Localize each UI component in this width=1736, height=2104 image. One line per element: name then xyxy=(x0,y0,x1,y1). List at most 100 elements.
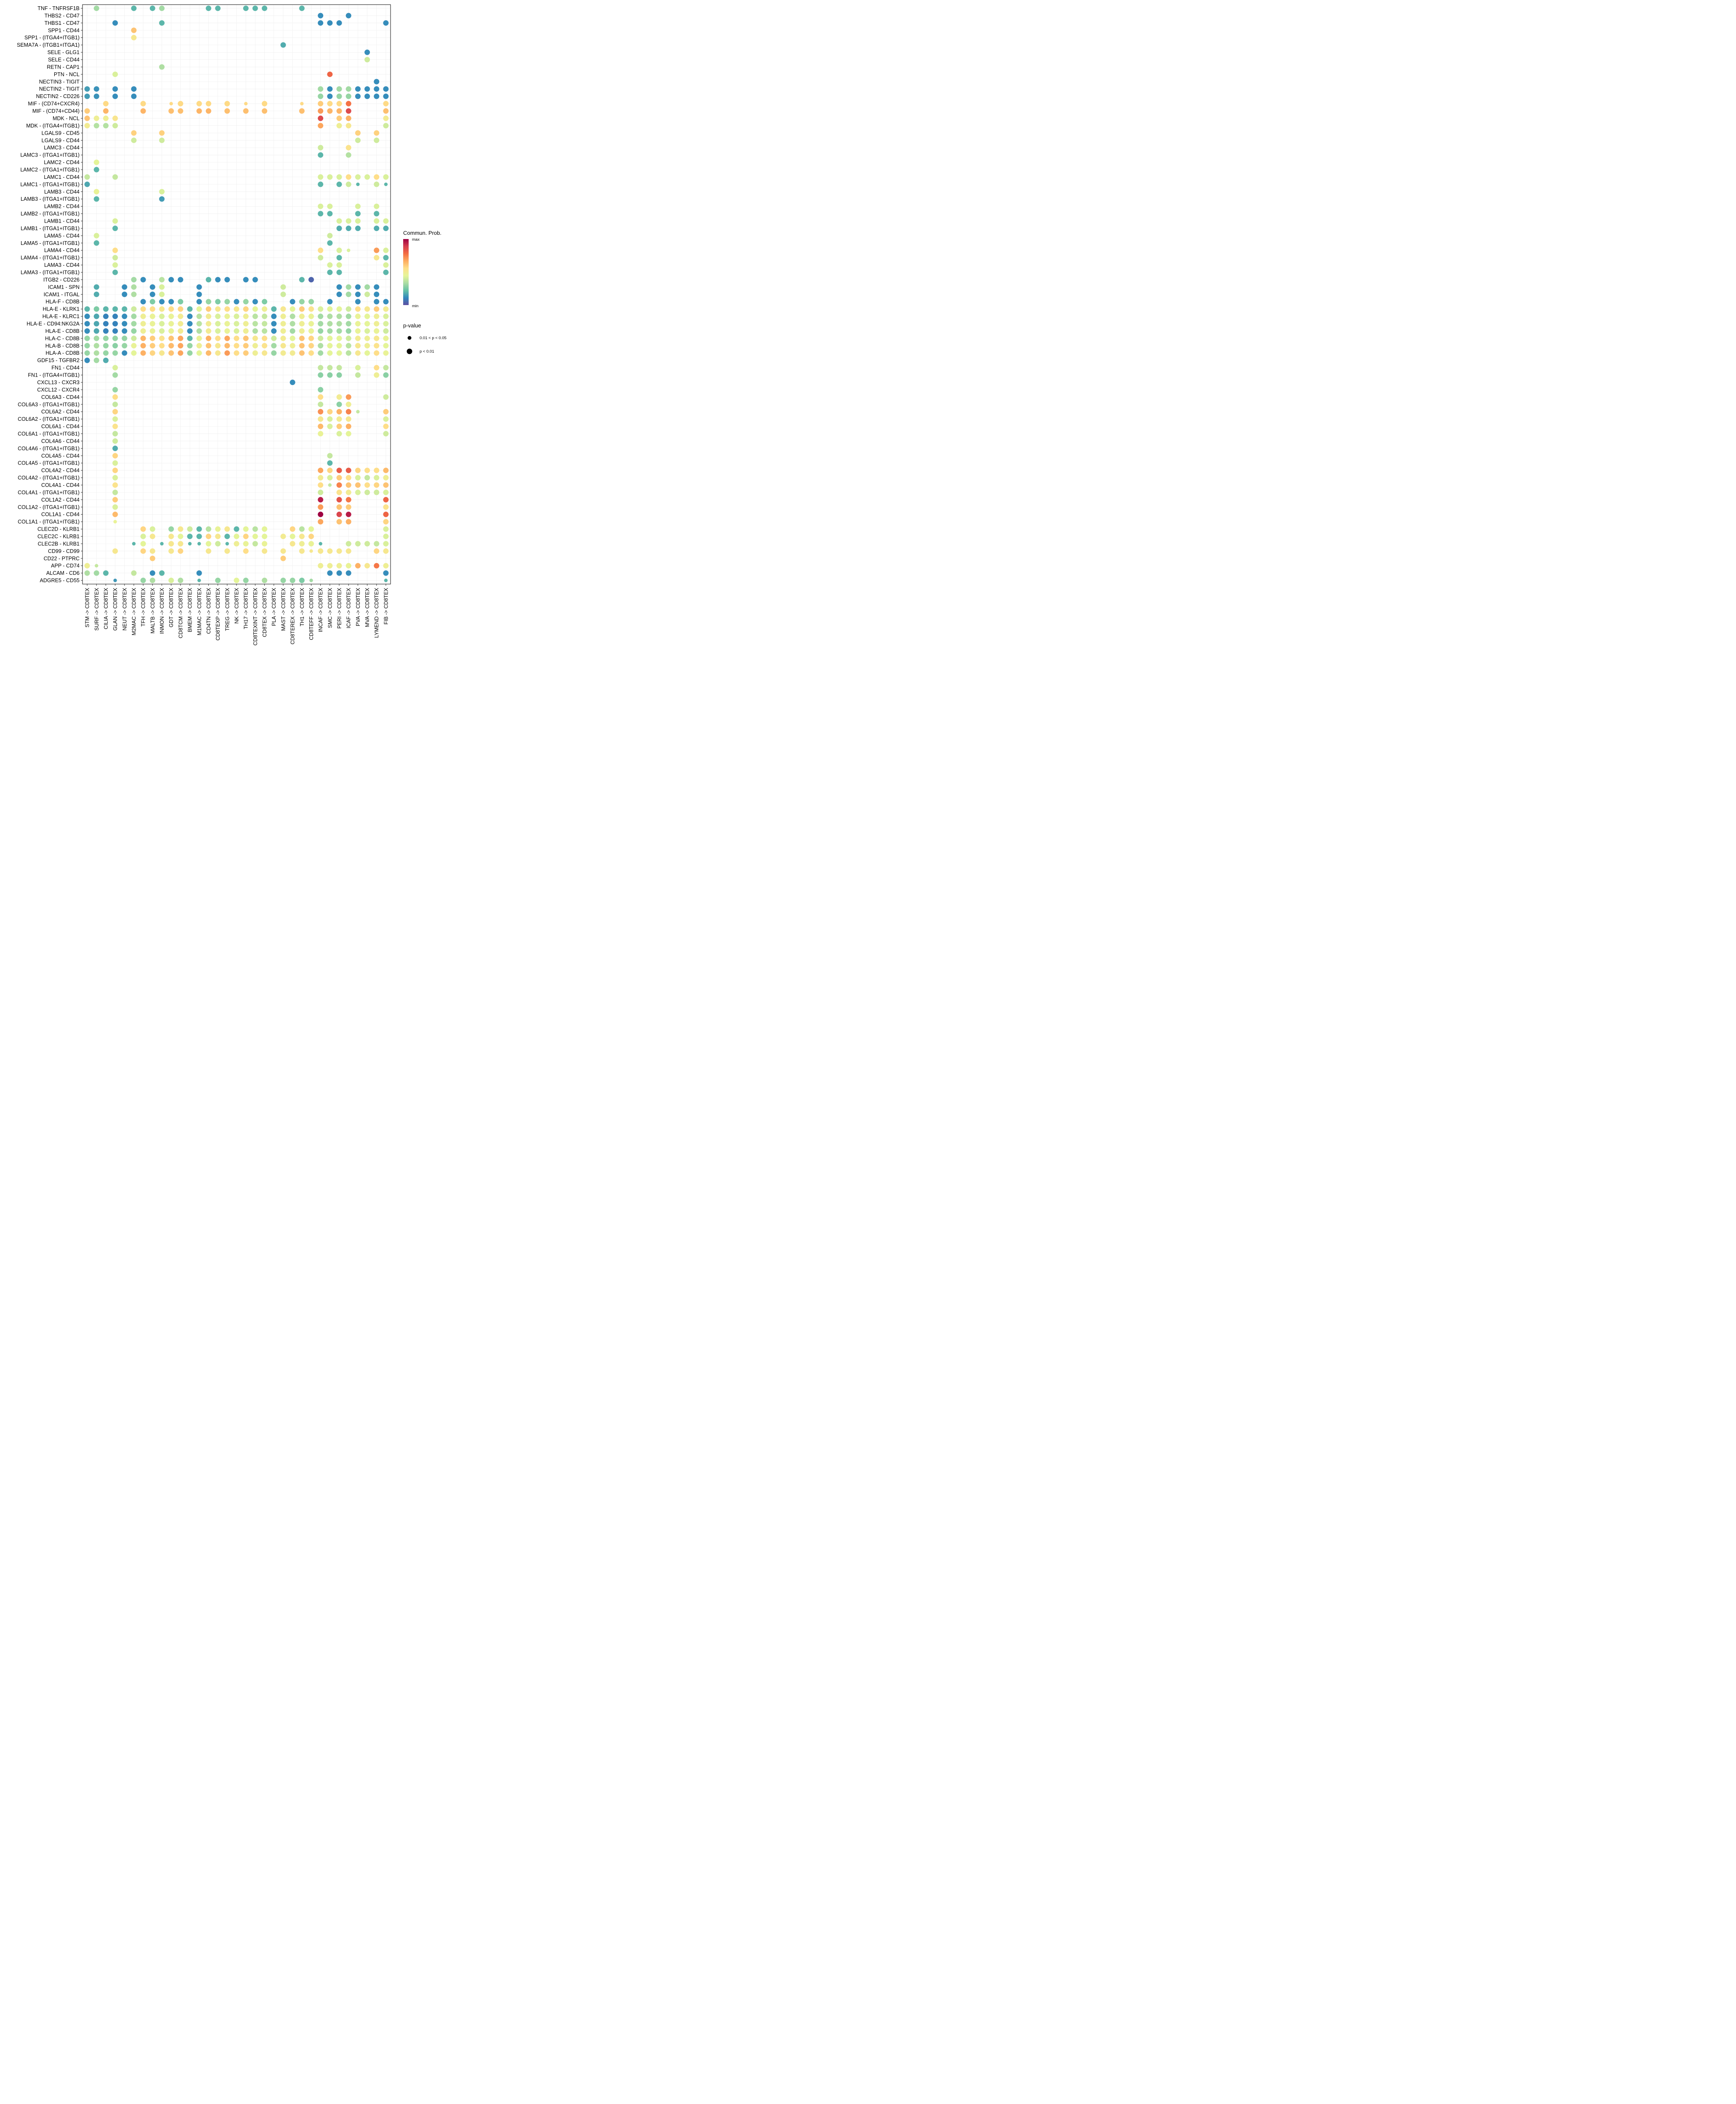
data-point xyxy=(93,292,99,297)
data-point xyxy=(93,167,99,173)
data-point xyxy=(383,431,389,437)
data-point xyxy=(112,93,118,99)
data-point xyxy=(336,93,342,99)
data-point xyxy=(243,313,249,319)
x-axis-labels: STM -> CD8TEX SURF -> CD8TEX CILIA -> CD8T… xyxy=(85,587,389,646)
data-point xyxy=(374,181,380,187)
x-tick-label: CD8TEXP -> CD8TEX xyxy=(215,587,221,640)
data-point xyxy=(84,563,90,569)
y-tick-label: COL6A2 - (ITGA1+ITGB1) xyxy=(18,416,80,422)
data-point xyxy=(346,343,351,349)
data-point xyxy=(336,306,342,312)
y-tick-label: COL4A1 - (ITGA1+ITGB1) xyxy=(18,489,80,495)
data-point xyxy=(327,306,333,312)
data-point xyxy=(188,542,192,546)
data-point xyxy=(336,497,342,503)
data-point xyxy=(336,262,342,268)
data-point xyxy=(243,350,249,356)
data-point xyxy=(140,577,146,583)
data-point xyxy=(374,475,380,481)
data-point xyxy=(112,226,118,231)
data-point xyxy=(159,335,165,341)
data-point xyxy=(346,152,351,158)
data-point xyxy=(336,174,342,180)
data-point xyxy=(243,328,249,334)
data-point xyxy=(299,577,305,583)
data-point xyxy=(383,321,389,327)
data-point xyxy=(308,321,314,327)
grid-lines xyxy=(81,5,391,586)
y-tick-label: LAMC2 - (ITGA1+ITGB1) xyxy=(20,167,80,173)
data-point xyxy=(159,137,165,143)
x-tick-label: CD8TCM -> CD8TEX xyxy=(178,587,183,638)
data-point xyxy=(383,563,389,569)
data-point xyxy=(103,570,109,576)
data-point xyxy=(374,255,380,260)
data-point xyxy=(234,343,239,349)
size-legend-large-dot xyxy=(407,348,412,354)
data-point xyxy=(336,313,342,319)
data-point xyxy=(234,306,239,312)
data-point xyxy=(383,262,389,268)
data-point xyxy=(131,5,137,11)
data-point xyxy=(113,520,117,524)
data-point xyxy=(336,394,342,400)
data-point xyxy=(374,211,380,217)
x-tick-label: FIB -> CD8TEX xyxy=(383,587,389,624)
data-point xyxy=(364,468,370,473)
data-point xyxy=(318,181,324,187)
data-point xyxy=(93,321,99,327)
data-point xyxy=(280,42,286,48)
data-point xyxy=(252,328,258,334)
color-bar xyxy=(403,239,409,305)
y-tick-label: LAMA3 - CD44 xyxy=(44,262,80,268)
data-point xyxy=(159,328,165,334)
x-tick-label: LYMEND -> CD8TEX xyxy=(374,587,380,638)
data-point xyxy=(215,526,221,532)
data-point xyxy=(383,511,389,517)
data-point xyxy=(168,541,174,547)
x-tick-label: INCAF -> CD8TEX xyxy=(318,587,324,632)
data-point xyxy=(131,335,137,341)
data-point xyxy=(346,548,351,554)
y-tick-label: LAMB2 - (ITGA1+ITGB1) xyxy=(21,211,80,217)
data-point xyxy=(93,115,99,121)
data-point xyxy=(93,306,99,312)
y-tick-label: NECTIN3 - TIGIT xyxy=(39,79,80,85)
data-point xyxy=(290,321,295,327)
data-point xyxy=(112,431,118,437)
data-point xyxy=(346,248,351,252)
data-point xyxy=(187,306,193,312)
data-point xyxy=(327,570,333,576)
data-point xyxy=(355,343,361,349)
data-point xyxy=(224,328,230,334)
data-points xyxy=(84,5,389,583)
data-point xyxy=(112,269,118,275)
data-point xyxy=(122,313,128,319)
data-point xyxy=(224,299,230,305)
data-point xyxy=(374,328,380,334)
x-tick-label: PERI -> CD8TEX xyxy=(337,587,343,629)
data-point xyxy=(346,306,351,312)
data-point xyxy=(327,262,333,268)
data-point xyxy=(243,321,249,327)
data-point xyxy=(374,226,380,231)
data-point xyxy=(140,306,146,312)
data-point xyxy=(262,541,268,547)
data-point xyxy=(280,534,286,539)
data-point xyxy=(374,93,380,99)
data-point xyxy=(364,563,370,569)
x-tick-label: INMON -> CD8TEX xyxy=(159,587,165,634)
data-point xyxy=(299,321,305,327)
data-point xyxy=(383,504,389,510)
y-tick-label: APP - CD74 xyxy=(51,563,80,569)
data-point xyxy=(113,579,117,582)
data-point xyxy=(327,409,333,414)
data-point xyxy=(374,548,380,554)
y-tick-label: COL4A2 - CD44 xyxy=(41,468,80,473)
data-point xyxy=(383,475,389,481)
data-point xyxy=(178,328,183,334)
data-point xyxy=(374,541,380,547)
data-point xyxy=(355,365,361,371)
